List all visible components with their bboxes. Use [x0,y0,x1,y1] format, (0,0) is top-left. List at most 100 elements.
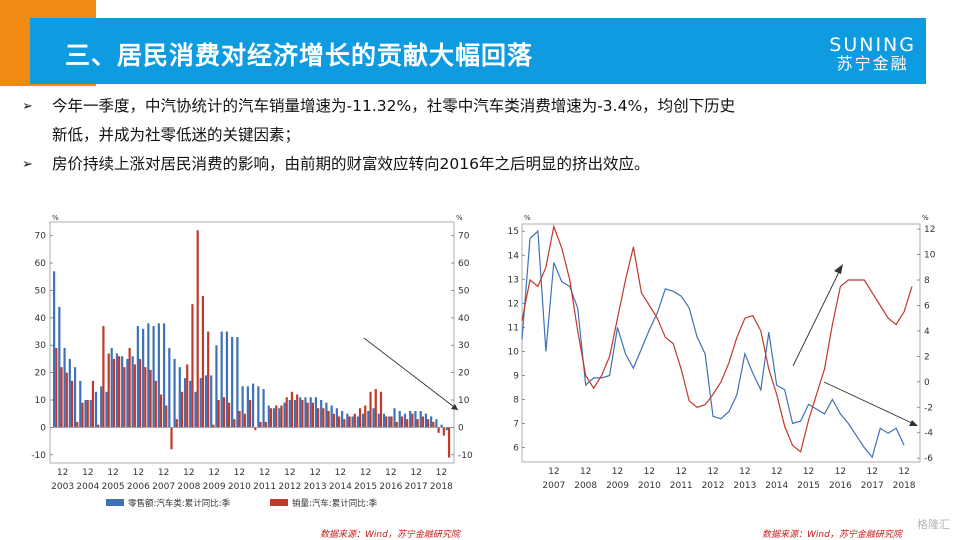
bar-auto-sales [102,326,105,428]
bar-retail-auto [110,347,113,428]
bar-retail-auto [162,323,166,428]
bar-retail-auto [272,408,276,428]
bar-retail-auto [220,331,223,428]
x-tick-label-year: 2017 [861,481,884,491]
bar-retail-auto [445,427,448,431]
x-tick-label-month: 12 [436,468,447,478]
bullet-arrow-icon: ➢ [22,99,33,114]
x-tick-label-year: 2015 [354,482,377,492]
bar-auto-sales [186,364,189,428]
bar-auto-sales [379,391,383,428]
x-tick-label-year: 2018 [430,482,453,492]
bar-retail-auto [79,380,82,428]
x-tick-label-year: 2010 [638,481,661,491]
y-tick-label-right: -10 [458,451,473,461]
bar-retail-auto [241,386,244,428]
bar-retail-auto [356,416,359,428]
bar-retail-auto [278,408,281,428]
bar-retail-auto [63,347,66,428]
x-tick-label-month: 12 [385,468,396,478]
bullet-item: ➢ 房价持续上涨对居民消费的影响，由前期的财富效应转向2016年之后明显的挤出效… [22,150,932,179]
legend-swatch-retail [106,499,124,506]
bar-retail-auto [183,378,187,428]
y-tick-label-left: 10 [508,347,520,357]
bar-auto-sales [196,230,199,428]
bar-auto-sales [343,419,346,428]
bullet-arrow-icon: ➢ [22,157,33,172]
bar-retail-auto [320,400,323,428]
bar-retail-auto [409,410,412,428]
y-unit-right: % [922,214,929,222]
bar-retail-auto [293,400,297,428]
x-tick-label-year: 2013 [733,481,756,491]
y-unit-left: % [524,214,531,222]
bar-retail-auto [204,375,208,428]
bar-retail-auto [346,413,349,428]
bar-auto-sales [332,413,335,428]
bar-retail-auto [73,367,77,428]
x-tick-label-month: 12 [675,467,686,477]
bar-auto-sales [201,295,205,428]
bar-auto-sales [254,427,257,431]
x-tick-label-month: 12 [259,468,270,478]
x-tick-label-month: 12 [644,467,655,477]
bar-retail-auto [68,358,71,428]
watermark: 格隆汇 [917,518,950,531]
bar-retail-auto [424,413,428,428]
x-tick-label-year: 2007 [542,481,565,491]
bullet-line: 今年一季度，中汽协统计的汽车销量增速为-11.32%，社零中汽车类消费增速为-3… [52,97,736,115]
bar-retail-auto [115,353,119,428]
bar-auto-sales [369,391,372,428]
logo-text-en: SUNING [829,34,916,56]
bar-auto-sales [207,331,210,428]
bar-auto-sales [107,353,110,428]
x-tick-label-year: 2013 [304,482,327,492]
bar-auto-sales [81,402,84,428]
bar-auto-sales [385,416,388,428]
bar-retail-auto [231,337,234,428]
bar-auto-sales [306,402,309,428]
y-tick-label-right: -6 [924,454,933,464]
bar-auto-sales [243,413,246,428]
bar-retail-auto [419,410,422,428]
bar-retail-auto [210,375,213,428]
y-tick-label-left: 8 [513,395,519,405]
bar-retail-auto [440,424,443,428]
bar-auto-sales [406,419,409,428]
bullet-text: 房价持续上涨对居民消费的影响，由前期的财富效应转向2016年之后明显的挤出效应。 [52,150,932,179]
x-tick-label-month: 12 [771,467,782,477]
x-tick-label-year: 2012 [702,481,725,491]
x-tick-label-year: 2004 [76,482,99,492]
bar-retail-auto [341,410,344,428]
bar-auto-sales [228,402,231,428]
y-tick-label-right: 70 [458,232,470,242]
bar-retail-auto [131,356,134,428]
x-tick-label-month: 12 [234,468,245,478]
x-tick-label-year: 2003 [51,482,74,492]
bar-auto-sales [138,358,142,428]
bar-auto-sales [447,427,451,458]
series-line-housing-price [521,224,913,453]
bar-retail-auto [136,326,139,428]
y-tick-label-left: -10 [31,451,46,461]
bar-retail-auto [367,410,370,428]
plot-frame [521,223,921,463]
bar-auto-sales [327,410,330,428]
bar-auto-sales [55,347,58,428]
x-tick-label-year: 2007 [152,482,175,492]
y-tick-label-right: 2 [924,352,930,362]
bar-auto-sales [269,408,273,428]
bar-auto-sales [149,369,152,428]
y-tick-label-left: 7 [513,420,519,430]
x-tick-label-month: 12 [183,468,194,478]
x-tick-label-year: 2005 [102,482,125,492]
bar-retail-auto [299,397,302,428]
x-tick-label-year: 2014 [329,482,352,492]
x-tick-label-year: 2008 [574,481,597,491]
bar-retail-auto [194,391,197,428]
bar-retail-auto [351,416,354,428]
page-title: 三、居民消费对经济增长的贡献大幅回落 [65,41,534,70]
bar-retail-auto [403,413,407,428]
y-tick-label-right: 8 [924,276,930,286]
bar-auto-sales [123,367,126,428]
